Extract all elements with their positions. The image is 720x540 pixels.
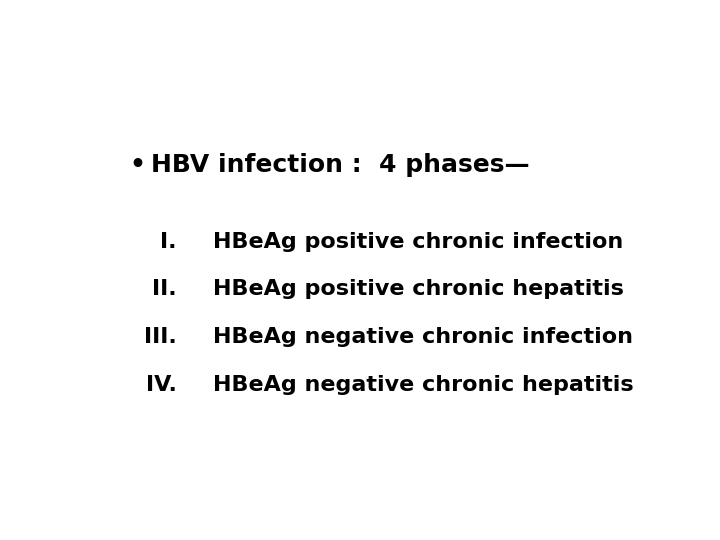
Text: HBeAg positive chronic hepatitis: HBeAg positive chronic hepatitis	[213, 279, 624, 299]
Text: HBeAg negative chronic infection: HBeAg negative chronic infection	[213, 327, 633, 347]
Text: HBeAg negative chronic hepatitis: HBeAg negative chronic hepatitis	[213, 375, 634, 395]
Text: III.: III.	[144, 327, 176, 347]
Text: IV.: IV.	[145, 375, 176, 395]
Text: •: •	[129, 153, 145, 177]
Text: HBV infection :  4 phases—: HBV infection : 4 phases—	[151, 153, 530, 177]
Text: I.: I.	[160, 232, 176, 252]
Text: HBeAg positive chronic infection: HBeAg positive chronic infection	[213, 232, 623, 252]
Text: II.: II.	[152, 279, 176, 299]
